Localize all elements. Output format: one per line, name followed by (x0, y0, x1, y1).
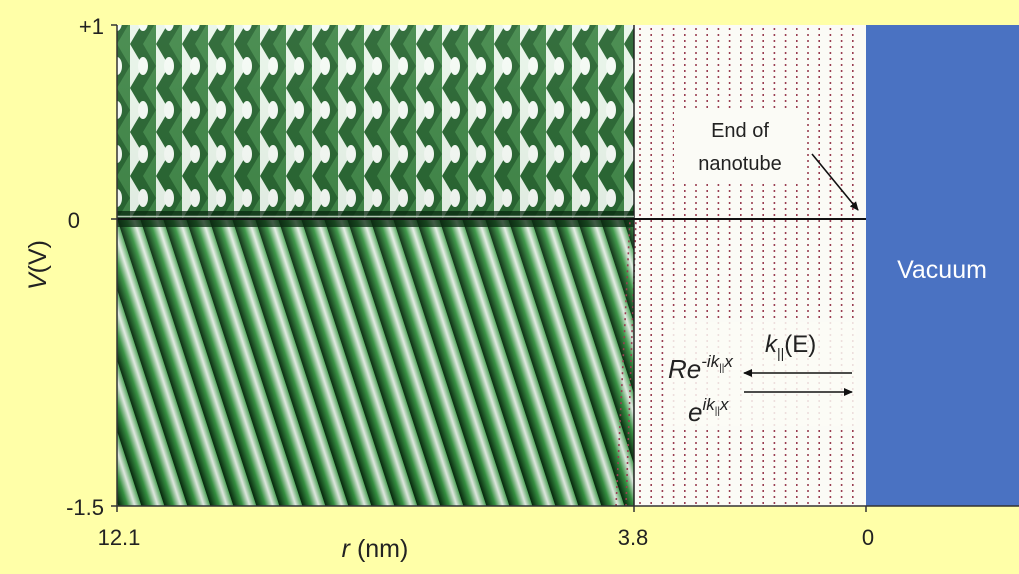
x-tick-label-12-1: 12.1 (98, 525, 141, 550)
end-of-nanotube-label-2: nanotube (698, 153, 781, 175)
reflected-wave-label: Re-ik||x (668, 352, 733, 384)
incident-wave-label: eik||x (688, 395, 729, 427)
x-tick-label-0: 0 (862, 525, 874, 550)
end-of-nanotube-arrow (811, 153, 859, 211)
incident-exp-tail: x (719, 395, 729, 414)
k-var: k (765, 331, 779, 358)
dotted-region (634, 25, 866, 506)
stm-image-shade (117, 25, 634, 506)
reflected-exp-tail: x (723, 352, 733, 371)
x-axis-var: r (342, 535, 352, 563)
reflected-base: Re (668, 354, 701, 384)
y-axis-unit: (V) (24, 240, 52, 273)
y-axis-var: V (24, 271, 52, 290)
y-axis-label: V(V) (24, 240, 52, 290)
wave-annotation-box (664, 322, 856, 426)
reflected-exp-sub: || (719, 363, 724, 374)
incident-base: e (688, 397, 702, 427)
reflected-exp: -ik (701, 352, 720, 371)
x-tick-label-3-8: 3.8 (618, 525, 649, 550)
k-arg: (E) (784, 331, 816, 358)
x-axis-unit: (nm) (350, 535, 408, 563)
k-parallel-label: k||(E) (765, 331, 816, 361)
x-axis-label: r (nm) (342, 535, 409, 563)
vacuum-region (866, 25, 1019, 506)
stm-image (117, 25, 634, 506)
k-sub: || (777, 345, 784, 361)
annotation-box (674, 112, 804, 180)
incident-exp: ik (702, 395, 716, 414)
end-of-nanotube-label-1: End of (711, 120, 769, 142)
y-tick-label-top: +1 (79, 14, 104, 39)
y-tick-label-bottom: -1.5 (66, 495, 104, 520)
incident-exp-sub: || (715, 406, 720, 417)
vacuum-label: Vacuum (897, 256, 987, 284)
y-tick-label-zero: 0 (68, 208, 80, 233)
